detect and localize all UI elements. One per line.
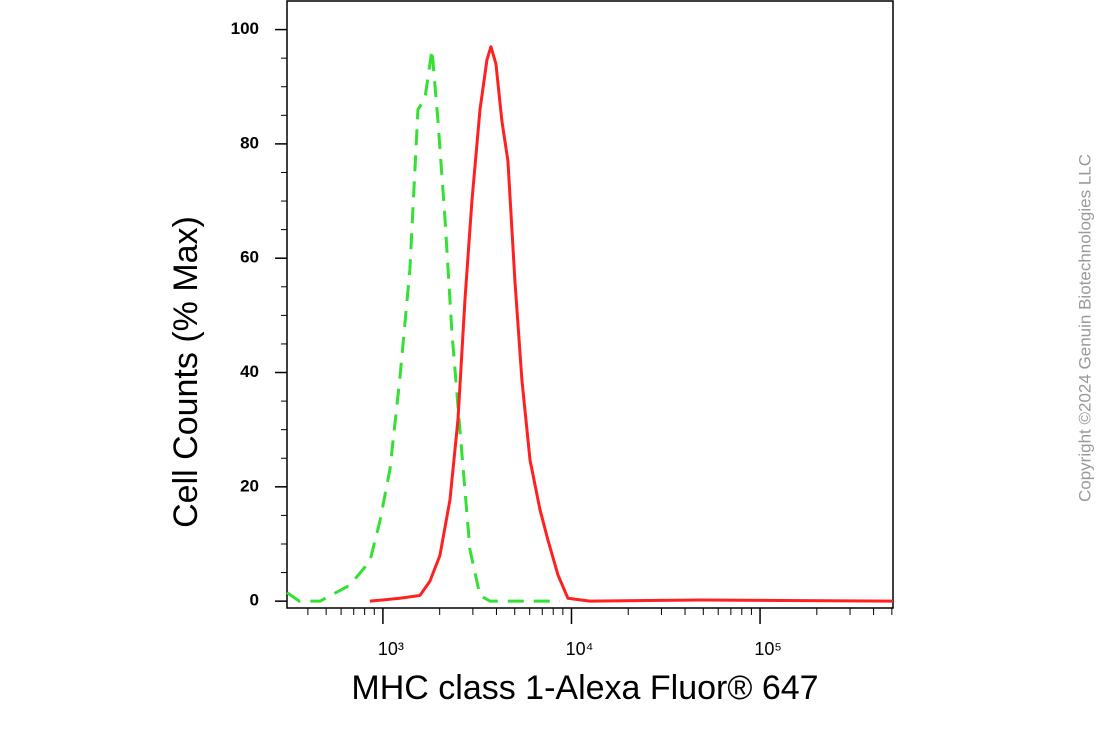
y-tick-label: 40 (240, 362, 259, 381)
y-axis-title: Cell Counts (% Max) (167, 216, 205, 528)
plot-frame (286, 0, 894, 609)
series-line (369, 45, 894, 603)
series-line (286, 48, 560, 603)
y-tick-label: 20 (240, 476, 259, 495)
x-axis-title: MHC class 1-Alexa Fluor® 647 (351, 669, 818, 707)
x-tick-label: 10⁴ (566, 639, 594, 659)
x-tick-label: 10³ (378, 639, 404, 659)
y-tick-label: 60 (240, 248, 259, 267)
y-tick-label: 100 (231, 19, 259, 38)
x-tick-label: 10⁵ (754, 639, 781, 659)
y-tick-label: 0 (250, 591, 259, 610)
y-tick-label: 80 (240, 133, 259, 152)
watermark: Copyright ©2024 Genuin Biotechnologies L… (1075, 154, 1094, 502)
